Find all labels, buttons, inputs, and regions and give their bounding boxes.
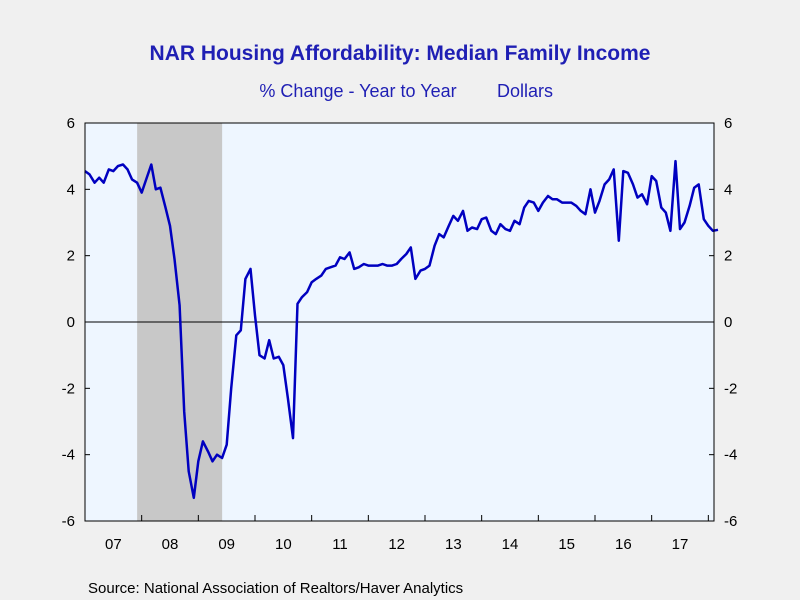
chart-title: NAR Housing Affordability: Median Family… (150, 42, 651, 65)
right-y-tick-label: 4 (724, 181, 732, 198)
x-tick-label: 12 (388, 536, 405, 553)
x-tick-label: 13 (445, 536, 462, 553)
x-tick-label: 17 (672, 536, 689, 553)
left-y-axis: 6 4 2 0 -2 -4 -6 (62, 115, 90, 530)
x-tick-label: 09 (218, 536, 235, 553)
x-tick-label: 14 (502, 536, 519, 553)
chart-subtitle-left: % Change - Year to Year (259, 81, 456, 101)
right-y-axis: 6 4 2 0 -2 -4 -6 (709, 115, 737, 530)
right-y-tick-label: 6 (724, 115, 732, 132)
right-y-tick-label: -4 (724, 447, 737, 464)
left-y-tick-label: 2 (67, 248, 75, 265)
right-y-tick-label: 0 (724, 314, 732, 331)
right-y-tick-label: 2 (724, 248, 732, 265)
x-tick-label: 10 (275, 536, 292, 553)
left-y-tick-label: 0 (67, 314, 75, 331)
x-tick-label: 07 (105, 536, 122, 553)
series-line-group (84, 159, 719, 500)
series-line-0 (84, 159, 719, 500)
x-axis: 07 08 09 10 11 12 13 14 15 16 17 (84, 515, 709, 553)
left-y-tick-label: 6 (67, 115, 75, 132)
x-tick-label: 15 (558, 536, 575, 553)
left-y-tick-label: -2 (62, 380, 75, 397)
right-y-tick-label: -6 (724, 513, 737, 530)
source-note: Source: National Association of Realtors… (88, 580, 463, 597)
left-y-tick-label: 4 (67, 181, 75, 198)
x-tick-label: 16 (615, 536, 632, 553)
x-tick-label: 11 (332, 536, 348, 553)
right-y-tick-label: -2 (724, 380, 737, 397)
left-y-tick-label: -6 (62, 513, 75, 530)
x-tick-label: 08 (162, 536, 179, 553)
left-y-tick-label: -4 (62, 447, 75, 464)
chart-subtitle-right: Dollars (497, 81, 553, 101)
